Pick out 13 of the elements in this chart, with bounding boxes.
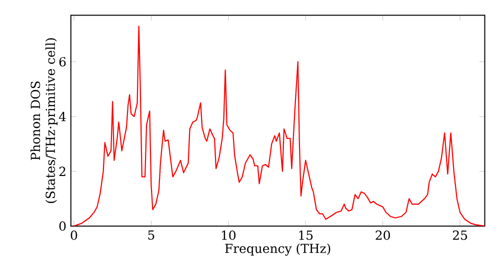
y-tick-label: 6 [59, 57, 66, 67]
x-tick-label: 5 [148, 230, 154, 240]
y-tick-label: 2 [59, 166, 66, 176]
x-tick-label: 10 [222, 230, 236, 240]
x-tick-label: 20 [376, 230, 390, 240]
line-series [73, 26, 485, 226]
x-tick-label: 25 [452, 230, 468, 240]
y-tick-label: 4 [58, 112, 66, 122]
y-axis-title: Phonon DOS (States/THz·primitive cell) [30, 38, 58, 204]
x-axis-title: Frequency (THz) [225, 243, 330, 256]
x-tick-label: 0 [70, 230, 78, 240]
y-tick-label: 0 [59, 221, 66, 231]
x-tick-label: 15 [299, 230, 313, 240]
